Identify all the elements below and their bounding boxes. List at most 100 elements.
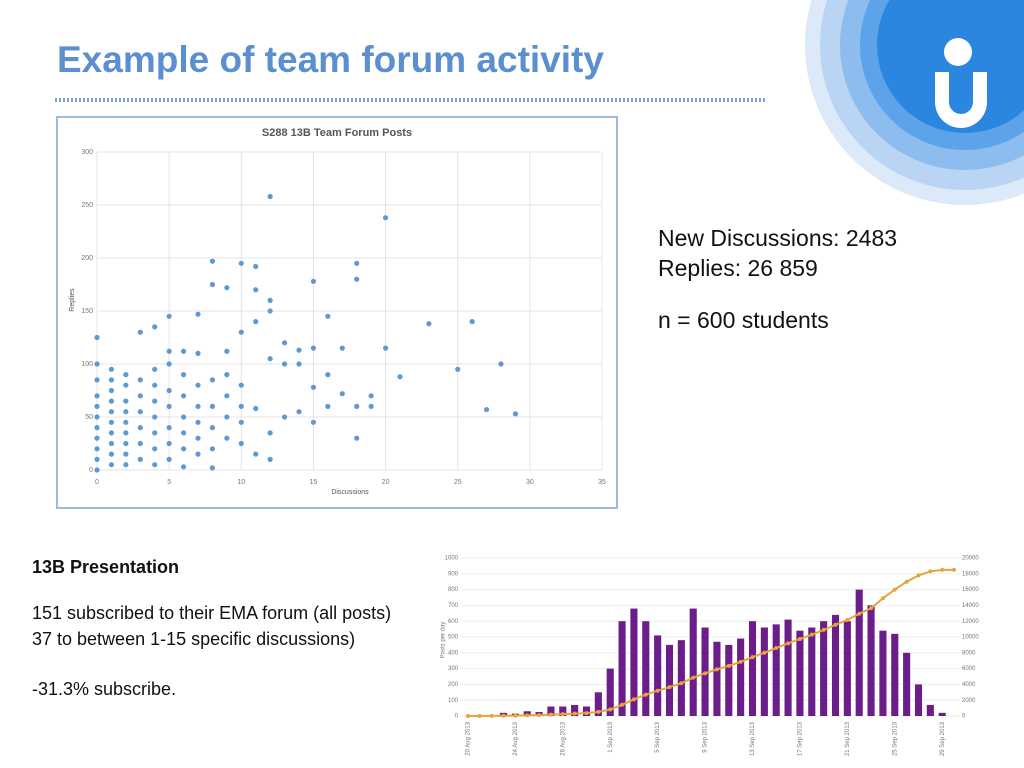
point xyxy=(281,340,288,346)
y-tick-label: 100 xyxy=(81,361,93,368)
point xyxy=(195,350,201,356)
line-point xyxy=(738,659,743,664)
point xyxy=(152,398,158,404)
text-line: -31.3% subscribe. xyxy=(32,679,176,699)
point xyxy=(94,435,100,441)
y2-tick-label: 16000 xyxy=(962,587,979,593)
y-tick-label: 200 xyxy=(81,255,93,262)
heading: 13B Presentation xyxy=(32,557,179,577)
point xyxy=(267,297,273,303)
y-tick-label: 200 xyxy=(448,682,459,688)
point xyxy=(152,446,158,452)
point xyxy=(224,285,230,291)
text-line: 37 to between 1-15 specific discussions) xyxy=(32,629,355,649)
point xyxy=(94,403,100,409)
point xyxy=(224,393,230,399)
point xyxy=(137,377,143,383)
bar xyxy=(665,644,674,716)
x-axis-label: Discussions xyxy=(331,489,369,496)
line-point xyxy=(560,712,565,717)
point xyxy=(166,403,172,409)
y-tick-label: 700 xyxy=(448,603,459,609)
point xyxy=(253,263,259,270)
y-tick-label: 150 xyxy=(81,308,93,315)
line-point xyxy=(465,714,470,718)
x-tick-label: 20 Aug 2013 xyxy=(466,721,472,755)
line-point xyxy=(928,569,933,574)
point xyxy=(310,384,317,390)
point xyxy=(137,425,143,431)
y-axis-label: Posts per day xyxy=(441,622,447,659)
point xyxy=(224,414,230,420)
line-point xyxy=(537,713,542,718)
line-point xyxy=(762,650,767,655)
bar xyxy=(748,621,757,716)
point xyxy=(368,393,374,399)
point xyxy=(94,377,100,383)
point xyxy=(209,403,216,409)
point xyxy=(166,440,172,447)
line-point xyxy=(501,713,506,718)
point xyxy=(108,430,115,436)
line-point xyxy=(797,636,802,641)
bar xyxy=(938,712,946,716)
point xyxy=(209,425,216,431)
point xyxy=(310,278,317,284)
point xyxy=(108,366,115,372)
point xyxy=(94,446,100,452)
point xyxy=(296,361,302,367)
bar xyxy=(820,621,828,716)
line-point xyxy=(477,714,482,718)
bar xyxy=(571,704,579,716)
line-point xyxy=(620,702,625,707)
point xyxy=(152,366,158,372)
bar xyxy=(796,630,804,716)
point xyxy=(195,311,201,317)
point xyxy=(209,377,216,383)
line-point xyxy=(714,667,719,672)
line-point xyxy=(608,707,613,712)
bar xyxy=(760,627,768,716)
point xyxy=(325,372,331,378)
y2-tick-label: 12000 xyxy=(962,619,979,625)
point xyxy=(281,361,288,367)
point xyxy=(152,382,158,388)
y-tick-label: 500 xyxy=(448,635,459,641)
x-tick-label: 1 Sep 2013 xyxy=(608,721,614,752)
point xyxy=(152,414,158,420)
y-tick-label: 800 xyxy=(448,587,459,593)
y-tick-label: 50 xyxy=(85,414,93,421)
point xyxy=(455,366,461,372)
slide-title: Example of team forum activity xyxy=(57,39,604,80)
point xyxy=(108,409,115,415)
y-tick-label: 900 xyxy=(448,571,459,577)
point xyxy=(137,393,143,399)
point xyxy=(310,419,317,425)
point xyxy=(195,382,201,388)
point xyxy=(253,287,259,293)
chart-title: S288 13B Team Forum Posts xyxy=(262,127,412,139)
y-tick-label: 600 xyxy=(448,619,459,625)
point xyxy=(267,193,273,200)
point xyxy=(108,398,115,404)
point xyxy=(94,414,100,420)
bar xyxy=(914,684,923,716)
line-point xyxy=(952,567,957,572)
y2-tick-label: 4000 xyxy=(962,682,976,688)
x-tick-label: 28 Aug 2013 xyxy=(560,721,566,755)
point xyxy=(397,374,403,380)
line-point xyxy=(892,587,897,592)
point xyxy=(267,308,273,314)
x-tick-label: 30 xyxy=(526,479,534,486)
point xyxy=(94,334,100,341)
bar xyxy=(594,692,602,716)
point xyxy=(108,451,115,457)
point xyxy=(94,456,100,462)
bar xyxy=(642,621,650,716)
point xyxy=(209,465,216,471)
point xyxy=(180,430,187,436)
bar xyxy=(784,619,792,716)
point xyxy=(281,414,288,420)
line-point xyxy=(774,646,779,651)
